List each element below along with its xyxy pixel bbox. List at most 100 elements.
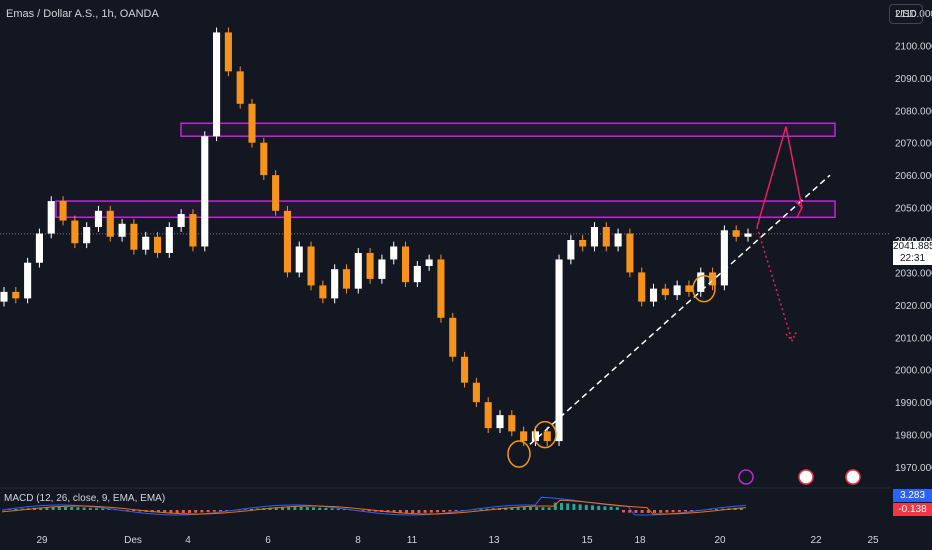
macd-histogram-bar	[547, 507, 551, 510]
macd-histogram-bar	[8, 509, 12, 511]
price-tick-label: 2000.000	[895, 366, 932, 377]
candle-body	[283, 210, 291, 273]
countdown-timer: 22:31	[899, 253, 926, 264]
macd-histogram-bar	[615, 507, 619, 510]
macd-histogram-bar	[175, 510, 179, 513]
macd-histogram-bar	[343, 509, 346, 510]
currency-button[interactable]: USD	[889, 4, 923, 24]
candle-body	[130, 223, 138, 250]
candle-body	[106, 210, 114, 237]
signal-line	[1, 499, 747, 515]
macd-histogram-bar	[225, 510, 229, 511]
time-tick-label: 20	[714, 535, 726, 546]
macd-histogram-bar	[479, 509, 483, 510]
macd-histogram-bar	[57, 507, 61, 510]
macd-histogram-bar	[640, 510, 644, 513]
price-tick-label: 2060.000	[895, 171, 932, 182]
candle-body	[272, 175, 280, 211]
candle-body	[437, 259, 445, 318]
candle-body	[319, 285, 327, 299]
macd-histogram-bar	[330, 508, 334, 510]
candle-body	[638, 272, 646, 302]
candle-body	[71, 220, 79, 244]
macd-histogram-bar	[237, 509, 241, 511]
macd-histogram-bar	[448, 510, 452, 512]
candle-body	[83, 227, 91, 244]
candle-body	[189, 214, 197, 247]
price-tick-label: 1970.000	[895, 463, 932, 474]
candle-body	[236, 71, 244, 104]
time-tick-label: 18	[634, 535, 646, 546]
time-tick-label: 4	[185, 535, 191, 546]
candle-body	[567, 240, 575, 260]
candle-body	[24, 262, 32, 299]
candle-body	[508, 415, 516, 432]
macd-histogram-bar	[163, 510, 167, 513]
macd-histogram-bar	[572, 503, 576, 510]
macd-histogram-bar	[715, 509, 718, 510]
macd-histogram-bar	[305, 507, 309, 510]
price-tick-label: 2030.000	[895, 268, 932, 279]
macd-histogram-bar	[287, 507, 291, 510]
candle-body	[224, 32, 232, 72]
macd-histogram-bar	[281, 507, 284, 510]
macd-histogram-bar	[411, 510, 415, 513]
macd-histogram-bar	[107, 509, 111, 510]
macd-histogram-bar	[423, 510, 427, 513]
time-tick-label: 25	[867, 535, 879, 546]
resistance-zone	[55, 200, 836, 219]
candle-body	[307, 246, 315, 286]
macd-value-tag: 3.283	[893, 489, 932, 502]
candle-body	[295, 246, 303, 273]
macd-histogram-bar	[64, 507, 67, 510]
macd-histogram-bar	[646, 510, 650, 513]
candle-body	[165, 227, 173, 253]
time-tick-label: 22	[810, 535, 822, 546]
price-tick-label: 2020.000	[895, 301, 932, 312]
candle-body	[449, 317, 457, 357]
price-tick-label: 2080.000	[895, 106, 932, 117]
candle-body	[342, 269, 351, 289]
candle-body	[720, 230, 728, 286]
macd-histogram-bar	[578, 504, 582, 510]
macd-histogram-bar	[603, 506, 607, 510]
macd-histogram-bar	[157, 510, 160, 513]
bearish-projection	[756, 226, 793, 341]
macd-histogram-bar	[299, 507, 303, 510]
projection-arrowhead	[794, 200, 803, 218]
macd-histogram-bar	[628, 510, 632, 513]
macd-histogram-bar	[609, 506, 613, 510]
candle-body	[461, 356, 469, 383]
macd-histogram-bar	[634, 510, 638, 513]
macd-histogram-bar	[442, 510, 446, 513]
macd-histogram-bar	[45, 507, 49, 510]
macd-histogram-bar	[690, 510, 694, 512]
macd-histogram-bar	[553, 502, 557, 510]
time-tick-label: 29	[36, 535, 48, 546]
price-tick-label: 2090.000	[895, 74, 932, 85]
macd-histogram-bar	[684, 510, 687, 512]
candle-body	[142, 236, 150, 250]
macd-histogram-bar	[367, 510, 371, 512]
macd-histogram-bar	[82, 507, 86, 510]
macd-histogram-bar	[473, 509, 477, 511]
time-tick-label: 8	[355, 535, 361, 546]
candle-body	[531, 431, 539, 442]
macd-histogram-bar	[671, 510, 675, 513]
macd-histogram-bar	[274, 507, 278, 510]
macd-histogram-bar	[392, 510, 396, 513]
macd-histogram-bar	[436, 510, 439, 513]
candle-body	[378, 259, 386, 279]
macd-histogram-bar	[206, 510, 210, 513]
candle-body	[520, 431, 528, 442]
candle-body	[12, 291, 20, 299]
macd-histogram-bar	[541, 507, 545, 510]
candle-body	[543, 431, 551, 442]
candle-body	[153, 236, 162, 253]
candle-body	[47, 201, 55, 234]
macd-histogram-bar	[312, 507, 315, 510]
last-price-value: 2041.885	[893, 241, 932, 252]
time-tick-label: Des	[124, 535, 142, 546]
macd-histogram-bar	[485, 508, 489, 510]
